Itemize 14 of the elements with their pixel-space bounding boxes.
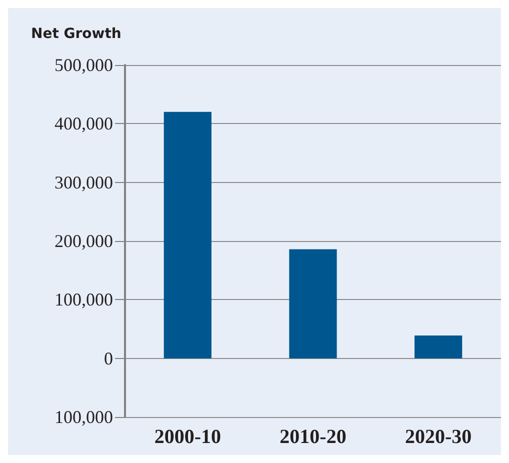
bar [414, 335, 462, 358]
y-tick-label: 200,000 [54, 231, 113, 251]
y-tick-label: 0 [104, 348, 113, 368]
bar [164, 112, 212, 358]
chart-title: Net Growth [31, 26, 122, 42]
y-tick-label: 500,000 [54, 55, 113, 75]
y-tick-label: 300,000 [54, 172, 113, 192]
y-tick-label: 100,000 [54, 407, 113, 427]
x-tick-label: 2020-30 [404, 426, 472, 448]
y-tick-label: 400,000 [54, 114, 113, 134]
y-tick-label: 100,000 [54, 290, 113, 310]
x-tick-label: 2000-10 [154, 426, 222, 448]
bar [289, 249, 337, 358]
x-tick-label: 2010-20 [280, 426, 346, 448]
